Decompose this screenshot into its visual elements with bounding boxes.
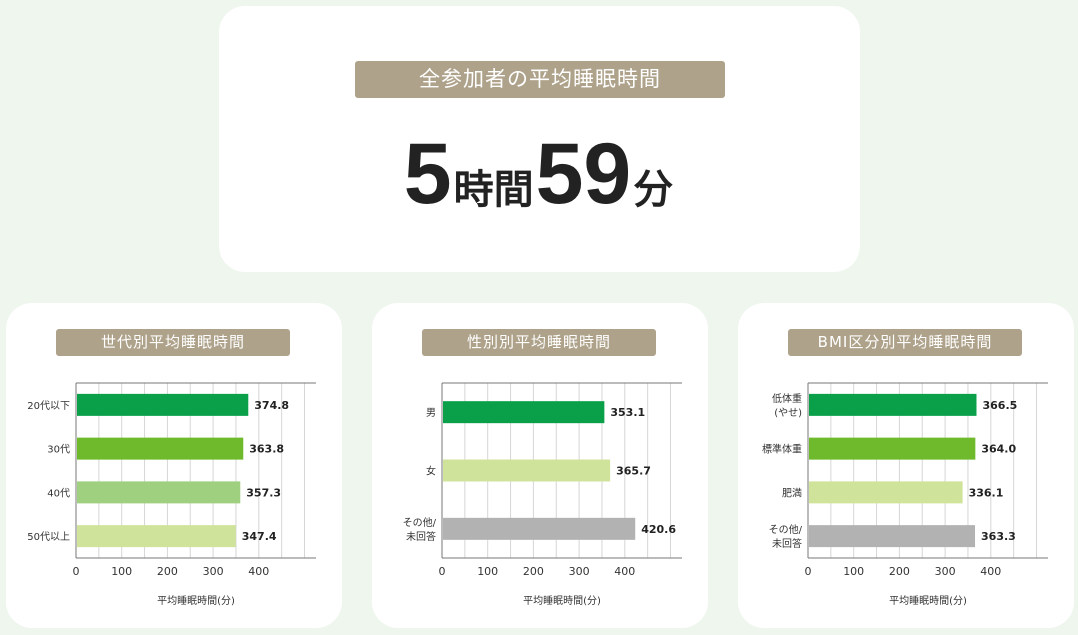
- x-tick-label: 400: [614, 565, 635, 578]
- y-tick-label-line: 30代: [47, 444, 70, 456]
- bar: [443, 401, 605, 424]
- chart-title: 世代別平均睡眠時間: [56, 329, 290, 356]
- chart-title: BMI区分別平均睡眠時間: [788, 329, 1022, 356]
- data-label: 363.8: [249, 443, 284, 456]
- chart-title: 性別別平均睡眠時間: [422, 329, 656, 356]
- average-sleep-value: 5時間59分: [219, 124, 860, 224]
- hours-value: 5: [403, 126, 452, 222]
- x-axis-label: 平均睡眠時間(分): [523, 596, 601, 607]
- bar: [809, 393, 977, 416]
- x-tick-label: 400: [248, 565, 269, 578]
- bar: [443, 459, 611, 482]
- bar: [77, 525, 236, 548]
- bar: [77, 437, 244, 460]
- data-label: 420.6: [641, 523, 676, 536]
- y-tick-label-line: その他/: [403, 516, 437, 529]
- y-tick-label: 20代以下: [27, 400, 70, 412]
- summary-card: 全参加者の平均睡眠時間 5時間59分: [219, 6, 860, 272]
- minutes-value: 59: [535, 126, 632, 222]
- age-bar-chart: 0 100 200 300 400 374.8 20代以下 363.8 30代 357.3 40代 3…: [27, 382, 316, 578]
- y-tick-label: その他/未回答: [769, 523, 803, 550]
- y-tick-label-line: 男: [426, 407, 436, 419]
- data-label: 366.5: [982, 399, 1017, 412]
- x-tick-label: 100: [111, 565, 132, 578]
- bar: [77, 393, 249, 416]
- y-tick-label: 低体重 (やせ): [772, 392, 802, 419]
- y-tick-label: 40代: [47, 487, 70, 499]
- bar: [809, 481, 963, 504]
- data-label: 363.3: [981, 530, 1016, 543]
- x-tick-label: 200: [889, 565, 910, 578]
- y-tick-label: 肥満: [782, 487, 802, 499]
- x-tick-label: 200: [157, 565, 178, 578]
- x-tick-label: 0: [439, 565, 446, 578]
- y-tick-label-line: 女: [426, 465, 436, 478]
- bar: [77, 481, 241, 504]
- y-tick-label-line: 未回答: [772, 537, 802, 550]
- y-tick-label: その他/未回答: [403, 516, 437, 543]
- x-tick-label: 300: [203, 565, 224, 578]
- y-tick-label-line: その他/: [769, 523, 803, 536]
- x-tick-label: 300: [569, 565, 590, 578]
- x-axis-label: 平均睡眠時間(分): [889, 596, 967, 607]
- x-tick-label: 100: [843, 565, 864, 578]
- bar: [809, 525, 976, 548]
- y-tick-label-line: 20代以下: [27, 400, 70, 412]
- x-tick-label: 0: [805, 565, 812, 578]
- summary-label: 全参加者の平均睡眠時間: [355, 61, 725, 98]
- y-tick-label: 50代以上: [27, 531, 70, 543]
- bmi-bar-chart: 0 100 200 300 400 366.5 低体重 (やせ) 364.0 標準体重 336.1 肥…: [762, 382, 1048, 578]
- x-axis-label: 平均睡眠時間(分): [157, 596, 235, 607]
- sex-chart-card: 性別別平均睡眠時間 0 100 200 300 400 353.1 男 365.7 女 420.6…: [372, 303, 708, 628]
- sex-bar-chart: 0 100 200 300 400 353.1 男 365.7 女 420.6 その他/未回答: [403, 382, 682, 578]
- y-tick-label-line: 肥満: [782, 487, 802, 499]
- bar: [809, 437, 976, 460]
- x-tick-label: 300: [935, 565, 956, 578]
- minutes-unit: 分: [633, 168, 674, 212]
- data-label: 365.7: [616, 465, 651, 478]
- y-tick-label-line: 低体重: [772, 392, 802, 405]
- y-tick-label-line: (やせ): [774, 407, 802, 419]
- x-tick-label: 200: [523, 565, 544, 578]
- y-tick-label-line: 50代以上: [27, 531, 70, 543]
- data-label: 357.3: [246, 486, 281, 499]
- data-label: 336.1: [969, 486, 1004, 499]
- y-tick-label-line: 未回答: [406, 530, 436, 543]
- y-tick-label-line: 標準体重: [762, 443, 802, 456]
- data-label: 364.0: [981, 443, 1016, 456]
- y-tick-label: 標準体重: [762, 443, 802, 456]
- data-label: 374.8: [254, 399, 289, 412]
- y-tick-label: 男: [426, 407, 436, 419]
- bar: [443, 517, 636, 540]
- y-tick-label: 女: [426, 465, 436, 478]
- y-tick-label: 30代: [47, 444, 70, 456]
- data-label: 347.4: [242, 530, 277, 543]
- data-label: 353.1: [610, 406, 645, 419]
- x-tick-label: 400: [980, 565, 1001, 578]
- x-tick-label: 0: [73, 565, 80, 578]
- y-tick-label-line: 40代: [47, 487, 70, 499]
- bmi-chart-card: BMI区分別平均睡眠時間 0 100 200 300 400 366.5 低体重 (やせ) 36…: [738, 303, 1074, 628]
- x-tick-label: 100: [477, 565, 498, 578]
- hours-unit: 時間: [453, 168, 534, 212]
- age-chart-card: 世代別平均睡眠時間 0 100 200 300 400 374.8 20代以下 363.8 30…: [6, 303, 342, 628]
